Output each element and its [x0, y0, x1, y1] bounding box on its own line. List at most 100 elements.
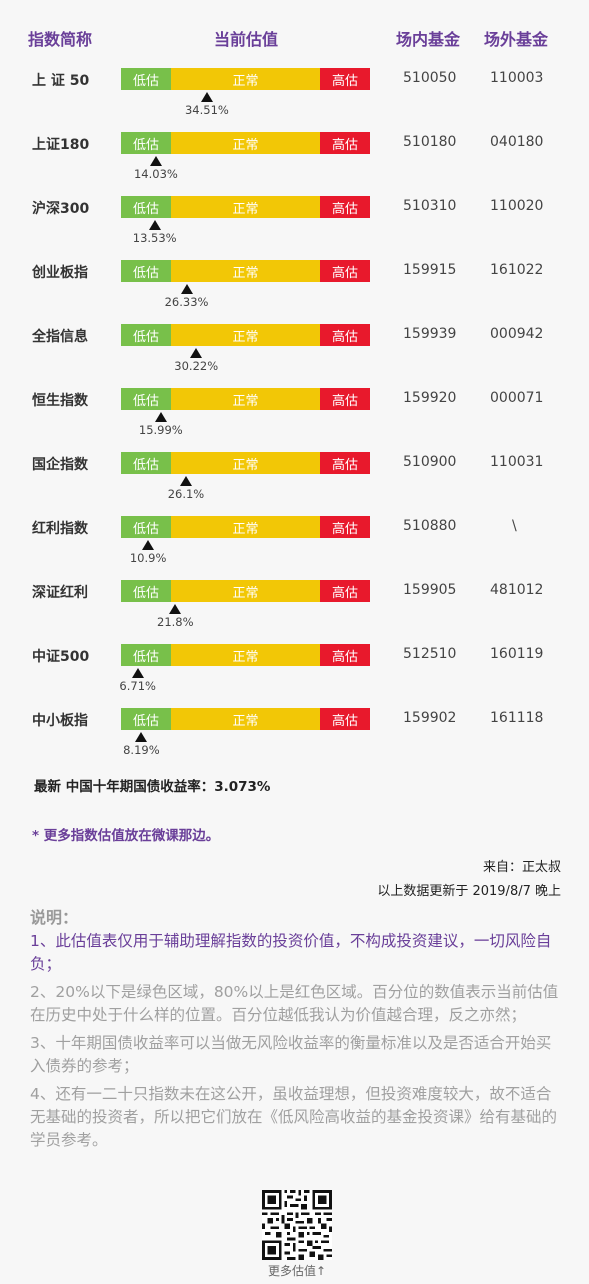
- bar-normal-segment: 正常: [171, 196, 320, 218]
- bar-normal-segment: 正常: [171, 132, 320, 154]
- table-header: 指数简称 当前估值 场内基金 场外基金: [0, 26, 589, 50]
- percentile-label: 26.33%: [164, 295, 209, 309]
- valuation-bar: 低估 正常 高估: [121, 388, 370, 410]
- table-row: 创业板指 低估 正常 高估 26.33% 159915 161022: [0, 260, 589, 324]
- bar-normal-segment: 正常: [171, 708, 320, 730]
- bar-normal-segment: 正常: [171, 452, 320, 474]
- table-row: 国企指数 低估 正常 高估 26.1% 510900 110031: [0, 452, 589, 516]
- valuation-bar: 低估 正常 高估: [121, 516, 370, 538]
- table-row: 恒生指数 低估 正常 高估 15.99% 159920 000071: [0, 388, 589, 452]
- bar-low-segment: 低估: [121, 68, 171, 90]
- off-exchange-fund-code: 110020: [490, 198, 544, 214]
- triangle-marker-icon: [190, 348, 203, 358]
- bar-normal-segment: 正常: [171, 68, 320, 90]
- bar-low-segment: 低估: [121, 644, 171, 666]
- triangle-marker-icon: [131, 668, 144, 678]
- index-name: 恒生指数: [32, 393, 88, 409]
- bar-low-segment: 低估: [121, 516, 171, 538]
- off-exchange-fund-code: 161118: [490, 710, 544, 726]
- triangle-marker-icon: [142, 540, 155, 550]
- triangle-marker-icon: [149, 156, 162, 166]
- percentile-label: 30.22%: [174, 359, 219, 373]
- valuation-bar: 低估 正常 高估: [121, 324, 370, 346]
- percentile-label: 21.8%: [157, 615, 194, 629]
- valuation-bar: 低估 正常 高估: [121, 132, 370, 154]
- bar-high-segment: 高估: [320, 132, 370, 154]
- percentile-label: 34.51%: [184, 103, 229, 117]
- notes-title: 说明：: [30, 908, 79, 927]
- bar-high-segment: 高估: [320, 516, 370, 538]
- bar-normal-segment: 正常: [171, 324, 320, 346]
- triangle-marker-icon: [148, 220, 161, 230]
- bar-low-segment: 低估: [121, 260, 171, 282]
- table-row: 中小板指 低估 正常 高估 8.19% 159902 161118: [0, 708, 589, 772]
- index-name: 上证180: [32, 137, 90, 153]
- triangle-marker-icon: [200, 92, 213, 102]
- valuation-bar: 低估 正常 高估: [121, 708, 370, 730]
- bar-high-segment: 高估: [320, 708, 370, 730]
- index-name: 全指信息: [32, 329, 88, 345]
- valuation-bar: 低估 正常 高估: [121, 196, 370, 218]
- table-row: 红利指数 低估 正常 高估 10.9% 510880 \: [0, 516, 589, 580]
- off-exchange-fund-code: 110003: [490, 70, 544, 86]
- on-exchange-fund-code: 159939: [403, 326, 457, 342]
- table-row: 上 证 50 低估 正常 高估 34.51% 510050 110003: [0, 68, 589, 132]
- header-valuation: 当前估值: [214, 30, 279, 49]
- triangle-marker-icon: [180, 284, 193, 294]
- bar-high-segment: 高估: [320, 324, 370, 346]
- bar-high-segment: 高估: [320, 580, 370, 602]
- index-name: 沪深300: [32, 201, 90, 217]
- on-exchange-fund-code: 159920: [403, 390, 457, 406]
- valuation-bar: 低估 正常 高估: [121, 68, 370, 90]
- notes-list: 1、此估值表仅用于辅助理解指数的投资价值，不构成投资建议，一切风险自负； 2、2…: [30, 930, 566, 1157]
- bar-low-segment: 低估: [121, 196, 171, 218]
- off-exchange-fund-code: 110031: [490, 454, 544, 470]
- bond-yield: 最新 中国十年期国债收益率：3.073%: [34, 779, 271, 795]
- bar-normal-segment: 正常: [171, 580, 320, 602]
- bar-low-segment: 低估: [121, 580, 171, 602]
- index-name: 中证500: [32, 649, 90, 665]
- header-off-exchange-fund: 场外基金: [484, 30, 549, 49]
- bar-high-segment: 高估: [320, 388, 370, 410]
- qr-code-label[interactable]: 更多估值↑: [267, 1264, 327, 1278]
- bar-normal-segment: 正常: [171, 260, 320, 282]
- bar-low-segment: 低估: [121, 708, 171, 730]
- note-item: 3、十年期国债收益率可以当做无风险收益率的衡量标准以及是否适合开始买入债券的参考…: [30, 1034, 552, 1075]
- bar-high-segment: 高估: [320, 644, 370, 666]
- bar-normal-segment: 正常: [171, 644, 320, 666]
- index-name: 中小板指: [32, 713, 88, 729]
- off-exchange-fund-code: 161022: [490, 262, 544, 278]
- on-exchange-fund-code: 510180: [403, 134, 457, 150]
- bar-high-segment: 高估: [320, 68, 370, 90]
- source-author: 来自：正太叔: [482, 860, 561, 875]
- on-exchange-fund-code: 159915: [403, 262, 457, 278]
- index-name: 红利指数: [32, 521, 88, 537]
- table-row: 上证180 低估 正常 高估 14.03% 510180 040180: [0, 132, 589, 196]
- on-exchange-fund-code: 510310: [403, 198, 457, 214]
- on-exchange-fund-code: 510050: [403, 70, 457, 86]
- index-name: 国企指数: [32, 457, 88, 473]
- valuation-bar: 低估 正常 高估: [121, 260, 370, 282]
- update-time: 以上数据更新于 2019/8/7 晚上: [377, 884, 561, 899]
- table-row: 中证500 低估 正常 高估 6.71% 512510 160119: [0, 644, 589, 708]
- qr-code[interactable]: [262, 1190, 332, 1260]
- bar-low-segment: 低估: [121, 452, 171, 474]
- header-on-exchange-fund: 场内基金: [396, 30, 461, 49]
- percentile-label: 6.71%: [119, 679, 156, 693]
- off-exchange-fund-code: 481012: [490, 582, 544, 598]
- valuation-bar: 低估 正常 高估: [121, 644, 370, 666]
- bar-low-segment: 低估: [121, 132, 171, 154]
- index-name: 上 证 50: [32, 73, 90, 89]
- on-exchange-fund-code: 510880: [403, 518, 457, 534]
- on-exchange-fund-code: 510900: [403, 454, 457, 470]
- table-row: 沪深300 低估 正常 高估 13.53% 510310 110020: [0, 196, 589, 260]
- header-index-name: 指数简称: [28, 30, 93, 49]
- bar-low-segment: 低估: [121, 388, 171, 410]
- percentile-label: 14.03%: [133, 167, 178, 181]
- off-exchange-fund-code: 000071: [490, 390, 544, 406]
- triangle-marker-icon: [179, 476, 192, 486]
- bar-high-segment: 高估: [320, 260, 370, 282]
- valuation-bar: 低估 正常 高估: [121, 580, 370, 602]
- on-exchange-fund-code: 159902: [403, 710, 457, 726]
- note-item: 4、还有一二十只指数未在这公开，虽收益理想，但投资难度较大，故不适合无基础的投资…: [30, 1085, 558, 1149]
